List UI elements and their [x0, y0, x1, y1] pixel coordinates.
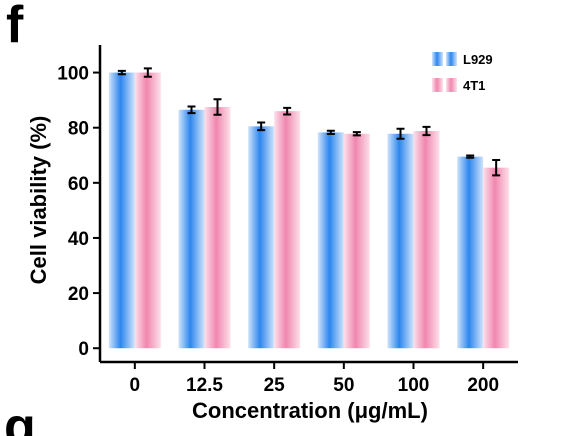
legend-swatch-l929-b — [446, 52, 457, 66]
bar-4t1-1 — [204, 107, 231, 349]
bar-4t1-5 — [483, 167, 510, 349]
next-panel-letter: g — [4, 398, 36, 436]
error-bar-4t1-4 — [422, 125, 431, 137]
error-bar-4t1-3 — [352, 131, 361, 137]
bar-l929-2 — [248, 126, 275, 349]
error-bar-4t1-1 — [213, 98, 222, 116]
y-tick-label: 40 — [68, 229, 89, 250]
x-tick-label: 50 — [333, 375, 354, 396]
y-tick-label: 80 — [68, 119, 89, 140]
x-tick-label: 25 — [264, 375, 286, 396]
error-bar-4t1-5 — [492, 158, 501, 177]
legend-swatch-4t1-a — [432, 78, 443, 92]
legend-label-4t1: 4T1 — [463, 78, 485, 93]
panel-letter: f — [6, 0, 24, 54]
y-tick-label: 100 — [57, 64, 89, 85]
legend-swatch-l929-a — [432, 52, 443, 66]
error-bar-l929-2 — [257, 121, 266, 132]
error-bar-4t1-0 — [143, 67, 152, 78]
error-bar-l929-3 — [326, 129, 335, 136]
x-tick-label: 100 — [398, 375, 430, 396]
error-bar-l929-5 — [466, 154, 475, 159]
error-bar-l929-0 — [117, 69, 126, 76]
x-axis-title: Concentration (μg/mL) — [192, 398, 428, 423]
bar-l929-1 — [178, 109, 205, 349]
bar-l929-5 — [457, 156, 484, 349]
y-tick-label: 0 — [78, 339, 89, 360]
error-bar-l929-4 — [396, 127, 405, 140]
plot-area: 0 20 40 60 80 100 0 12.5 25 50 100 200 — [57, 45, 518, 396]
error-bar-4t1-2 — [283, 106, 292, 116]
bar-l929-0 — [108, 72, 135, 349]
legend-label-l929: L929 — [463, 52, 493, 67]
x-tick-label: 0 — [130, 375, 141, 396]
y-tick-label: 60 — [68, 174, 89, 195]
legend-swatch-4t1-b — [446, 78, 457, 92]
error-bar-l929-1 — [187, 105, 196, 115]
bar-4t1-0 — [134, 72, 161, 349]
y-axis-title: Cell viability (%) — [26, 116, 51, 285]
bar-l929-4 — [387, 133, 414, 349]
x-tick-label: 200 — [467, 375, 499, 396]
y-tick-label: 20 — [68, 284, 89, 305]
x-tick-label: 12.5 — [186, 375, 223, 396]
bar-l929-3 — [317, 132, 344, 349]
bar-4t1-2 — [274, 111, 301, 349]
bar-4t1-4 — [413, 131, 440, 349]
legend: L929 4T1 — [432, 52, 493, 93]
bar-4t1-3 — [343, 133, 370, 349]
